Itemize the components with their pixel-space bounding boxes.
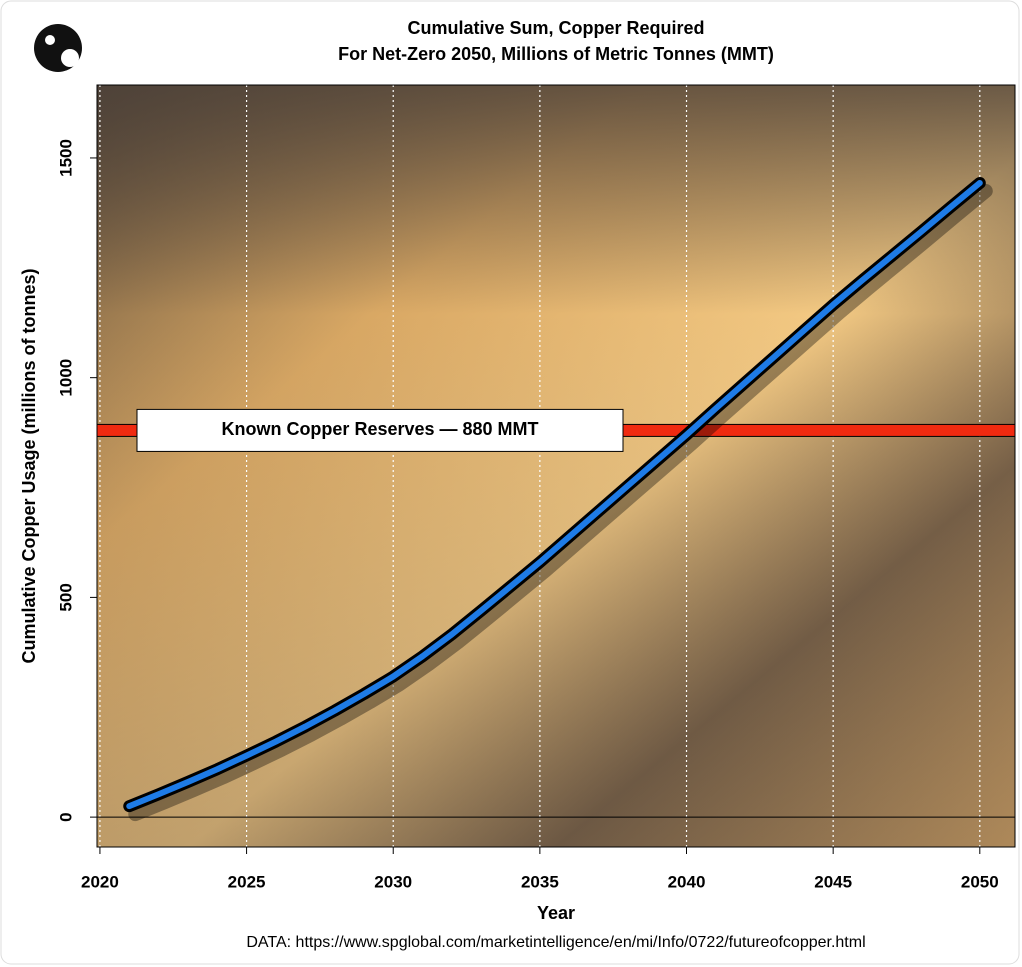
y-tick-label: 1000 [56,359,75,397]
source-note: DATA: https://www.spglobal.com/marketint… [246,934,865,951]
plot-shade [97,85,1015,847]
chart-title: Cumulative Sum, Copper Required [407,18,704,38]
reference-label: Known Copper Reserves — 880 MMT [221,419,538,439]
x-tick-label: 2025 [228,872,266,891]
data-line [126,179,983,810]
logo [34,24,82,72]
x-tick-label: 2020 [81,872,119,891]
reference-label-box [136,408,624,452]
x-tick-label: 2040 [668,872,706,891]
y-axis-label: Cumulative Copper Usage (millions of ton… [19,268,39,663]
x-axis-label: Year [537,903,575,923]
plot-frame [96,84,1016,848]
y-tick-label: 500 [56,583,75,611]
x-tick-label: 2045 [814,872,852,891]
x-tick-label: 2030 [374,872,412,891]
y-tick-label: 1500 [56,139,75,177]
chart-title: For Net-Zero 2050, Millions of Metric To… [338,44,774,64]
x-tick-label: 2035 [521,872,559,891]
y-tick-label: 0 [56,812,75,821]
line-shadow [128,183,993,822]
x-tick-label: 2050 [961,872,999,891]
